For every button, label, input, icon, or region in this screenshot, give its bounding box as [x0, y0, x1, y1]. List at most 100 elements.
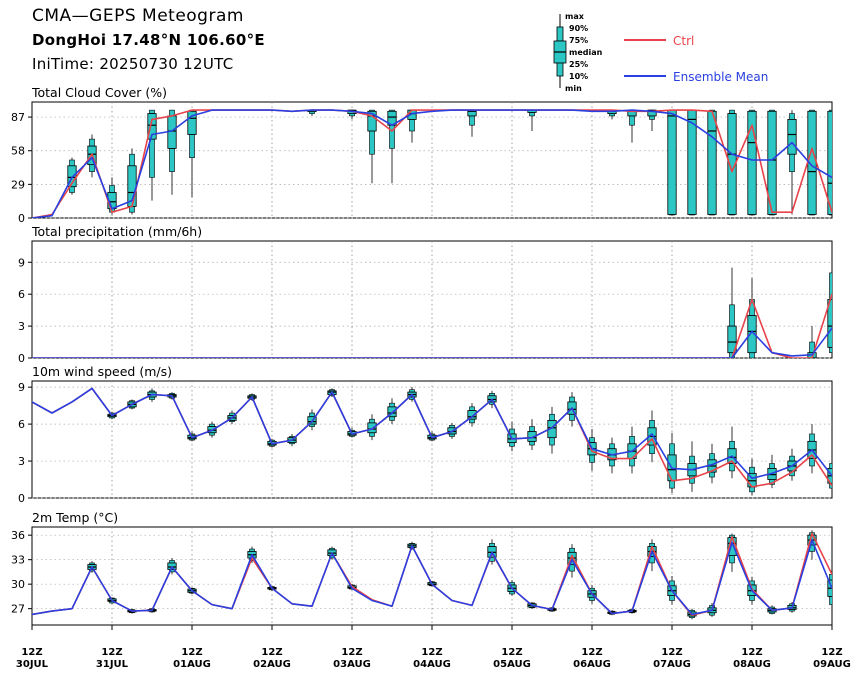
- box-iqr: [667, 109, 677, 215]
- box-upper-tail: [109, 185, 115, 193]
- x-tick-date: 05AUG: [493, 659, 531, 670]
- box-iqr: [827, 299, 832, 348]
- legend-label-0: max: [565, 12, 585, 21]
- box-iqr: [367, 110, 377, 132]
- box-iqr: [727, 325, 737, 354]
- box-iqr: [747, 110, 757, 215]
- box-lower-tail: [369, 432, 375, 437]
- x-tick-hour: 12Z: [341, 647, 362, 658]
- box-lower-tail: [469, 115, 475, 126]
- box-upper-tail: [749, 466, 755, 474]
- x-tick-hour: 12Z: [661, 647, 682, 658]
- box-lower-tail: [69, 186, 75, 193]
- box-lower-tail: [829, 347, 832, 353]
- box-lower-tail: [509, 442, 515, 447]
- ensemble-mean-line: [32, 539, 832, 616]
- box-iqr: [747, 315, 757, 354]
- panel-3: 2m Temp (°C) 27 30 33 36: [11, 510, 833, 626]
- box-lower-tail: [469, 418, 475, 424]
- box-iqr: [848, 331, 856, 354]
- box-upper-tail: [309, 412, 315, 418]
- x-tick-hour: 12Z: [101, 647, 122, 658]
- box-upper-tail: [389, 402, 395, 408]
- box-upper-tail: [549, 413, 555, 421]
- x-tick-date: 08AUG: [733, 659, 771, 670]
- box-plot: [787, 110, 797, 215]
- box-lower-tail: [529, 441, 535, 446]
- ctrl-series-line: [32, 293, 832, 358]
- box-upper-tail: [129, 153, 135, 167]
- y-tick-label: 0: [18, 212, 25, 225]
- x-tick-hour: 12Z: [501, 647, 522, 658]
- x-tick-hour: 12Z: [741, 647, 762, 658]
- box-iqr: [367, 422, 377, 434]
- y-tick-label: 87: [11, 111, 25, 124]
- box-lower-tail: [529, 112, 535, 117]
- box-lower-tail: [709, 471, 715, 478]
- box-lower-tail: [849, 215, 854, 216]
- box-plot: [848, 278, 856, 358]
- y-tick-label: 33: [11, 554, 25, 567]
- box-lower-tail: [569, 413, 575, 421]
- box-upper-tail: [609, 443, 615, 450]
- panel-title: 10m wind speed (m/s): [32, 364, 172, 379]
- box-lower-tail: [649, 115, 655, 120]
- box-upper-tail: [789, 113, 795, 120]
- box-lower-tail: [809, 458, 815, 467]
- box-plot: [727, 109, 737, 216]
- panel-2: 10m wind speed (m/s) 0 3 6 9: [18, 364, 833, 505]
- y-tick-label: 9: [18, 256, 25, 269]
- box-lower-tail: [669, 480, 675, 489]
- box-plot: [848, 110, 856, 215]
- x-tick-date: 04AUG: [413, 659, 451, 670]
- legend-label-6: min: [565, 84, 582, 93]
- legend-label-4: 25%: [569, 60, 588, 69]
- box-plot: [467, 403, 477, 427]
- box-upper-tail: [649, 420, 655, 429]
- box-plot: [707, 109, 717, 216]
- box-lower-tail: [189, 134, 195, 158]
- box-upper-tail: [709, 453, 715, 461]
- box-iqr: [767, 110, 777, 215]
- box-plot: [67, 157, 77, 195]
- panels: Total Cloud Cover (%) 0 29 58 87 Total precip…: [11, 85, 856, 626]
- x-tick-date: 03AUG: [333, 659, 371, 670]
- x-tick-hour: 12Z: [181, 647, 202, 658]
- box-lower-tail: [549, 437, 555, 446]
- box-upper-tail: [629, 436, 635, 445]
- legend-mean-label: Ensemble Mean: [673, 70, 768, 84]
- box-plot: [167, 109, 177, 195]
- ensemble-mean-line: [32, 109, 832, 218]
- box-lower-tail: [169, 148, 175, 172]
- box-lower-tail: [649, 444, 655, 454]
- box-lower-tail: [749, 595, 755, 601]
- legend-label-5: 10%: [569, 72, 588, 81]
- box-upper-tail: [529, 426, 535, 432]
- box-upper-tail: [789, 455, 795, 462]
- box-iqr: [647, 109, 657, 117]
- box-plot: [667, 109, 677, 216]
- panel-plot-area: [32, 109, 856, 218]
- x-tick-hour: 12Z: [421, 647, 442, 658]
- station-location: DongHoi 17.48°N 106.60°E: [32, 31, 265, 49]
- y-tick-label: 0: [18, 492, 25, 505]
- x-tick-date: 01AUG: [173, 659, 211, 670]
- y-tick-label: 36: [11, 529, 25, 542]
- ensemble-mean-line: [32, 387, 832, 480]
- x-tick-date: 09AUG: [813, 659, 851, 670]
- box-lower-tail: [589, 596, 595, 601]
- chart-title: CMA—GEPS Meteogram: [32, 6, 244, 26]
- y-tick-label: 3: [18, 320, 25, 333]
- box-plot: [527, 419, 537, 450]
- box-upper-tail: [669, 443, 675, 456]
- x-tick-hour: 12Z: [821, 647, 842, 658]
- box-plot: [707, 443, 717, 484]
- y-tick-label: 6: [18, 288, 25, 301]
- legend-label-1: 90%: [569, 24, 588, 33]
- box-upper-tail: [569, 396, 575, 403]
- x-tick-hour: 12Z: [261, 647, 282, 658]
- x-tick-hour: 12Z: [581, 647, 602, 658]
- box-plot: [767, 109, 777, 216]
- box-upper-tail: [809, 433, 815, 442]
